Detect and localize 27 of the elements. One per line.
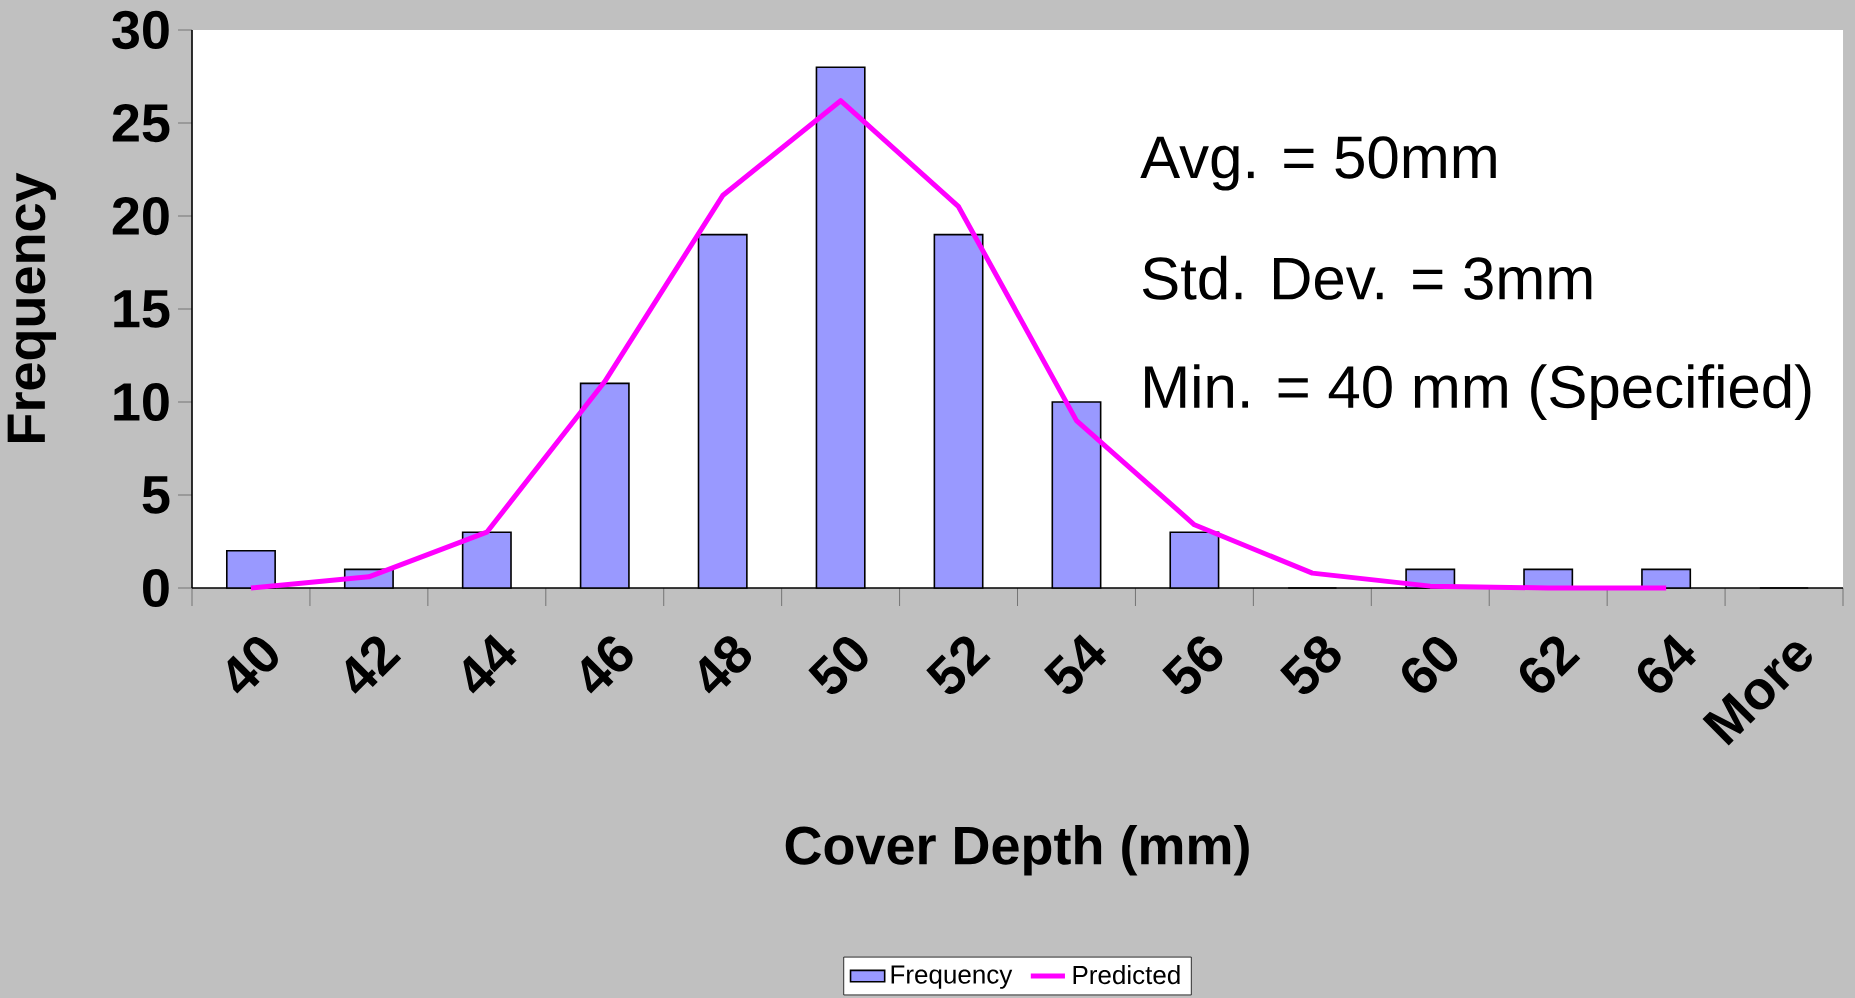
- x-tick-label: 44: [463, 634, 517, 694]
- annotation: Min. = 40 mm (Specified): [1145, 364, 1811, 421]
- y-tick-label: 25: [112, 103, 170, 143]
- annotation: Std. Dev. = 3mm: [1142, 255, 1592, 300]
- x-tick-label: 50: [808, 637, 868, 694]
- x-tick-label: 48: [699, 636, 752, 694]
- x-tick-label: 58: [1280, 636, 1341, 694]
- x-tick-label: 52: [926, 636, 991, 694]
- legend-label: Frequency: [891, 965, 1013, 989]
- annotation: Avg. = 50mm: [1140, 136, 1496, 191]
- x-tick-label: 42: [345, 636, 402, 694]
- x-tick-label: 60: [1402, 637, 1458, 693]
- x-axis-title: Cover Depth (mm): [785, 825, 1249, 876]
- x-tick-label: 54: [1043, 634, 1107, 694]
- x-tick-label: 62: [1519, 636, 1581, 693]
- y-tick-label: 0: [143, 568, 169, 608]
- y-tick-label: 5: [142, 476, 170, 514]
- x-tick-label: 40: [227, 637, 278, 694]
- y-tick-label: 20: [112, 196, 169, 236]
- x-tick-label: 64: [1637, 634, 1697, 693]
- legend-label: Predicted: [1073, 965, 1180, 985]
- y-axis-title: Frequency: [7, 172, 57, 442]
- y-tick-label: 15: [114, 290, 170, 328]
- y-tick-label: 10: [114, 382, 169, 422]
- x-tick-label: 46: [581, 636, 633, 694]
- x-tick-label: 56: [1162, 636, 1223, 694]
- y-tick-label: 30: [112, 10, 169, 50]
